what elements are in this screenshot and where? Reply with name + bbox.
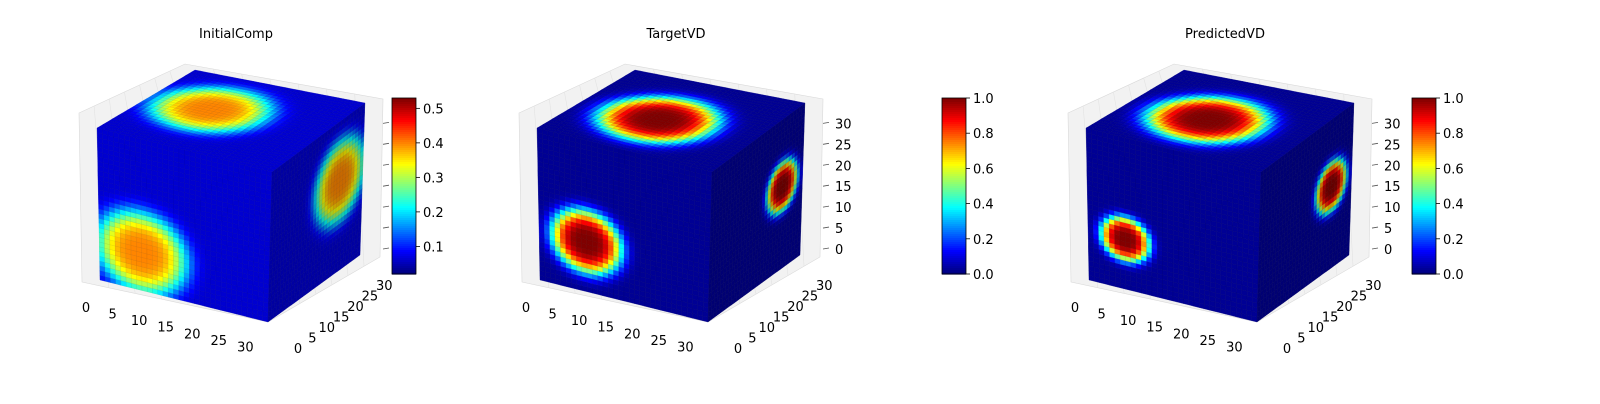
x-tick-label: 5 — [548, 308, 556, 323]
colorbar-tick-label: 0.4 — [1443, 198, 1464, 213]
panel-title: InitialComp — [199, 27, 273, 42]
colorbar-tick-label: 0.6 — [973, 162, 994, 177]
x-tick-label: 10 — [131, 314, 148, 329]
colorbar: 0.1 0.2 0.3 0.4 0.5 — [392, 98, 444, 275]
x-tick-label: 15 — [597, 321, 614, 336]
x-tick-label: 25 — [211, 334, 228, 349]
colorbar-tick-label: 1.0 — [973, 92, 994, 107]
z-tick-label: 20 — [1384, 159, 1401, 174]
colorbar-tick-label: 0.8 — [1443, 127, 1464, 142]
colorbar-tick-label: 0.2 — [1443, 233, 1464, 248]
x-tick-label: 30 — [1226, 340, 1243, 355]
colorbar-tick-label: 0.6 — [1443, 162, 1464, 177]
colorbar-tick-label: 0.4 — [423, 137, 444, 152]
colorbar: 0.0 0.2 0.4 0.6 0.8 1.0 — [942, 92, 994, 283]
x-tick-label: 25 — [1200, 334, 1217, 349]
colorbar-tick-label: 1.0 — [1443, 92, 1464, 107]
z-tick-label: 30 — [835, 117, 852, 132]
colorbar-tick-label: 0.2 — [423, 206, 444, 221]
y-tick-label: 30 — [816, 279, 833, 294]
z-tick-label: 5 — [835, 222, 843, 237]
x-tick-label: 0 — [522, 301, 530, 316]
x-tick-label: 25 — [651, 334, 668, 349]
colorbar-tick-label: 0.2 — [973, 233, 994, 248]
z-tick-label: 25 — [835, 138, 852, 153]
colorbar-tick-label: 0.3 — [423, 171, 444, 186]
colorbar-tick-label: 0.1 — [423, 240, 444, 255]
colorbar: 0.0 0.2 0.4 0.6 0.8 1.0 — [1412, 92, 1464, 283]
z-tick-label: 25 — [1384, 138, 1401, 153]
z-tick-label: 0 — [1384, 243, 1392, 258]
x-tick-label: 15 — [1146, 321, 1163, 336]
z-tick-label: 0 — [835, 243, 843, 258]
panel-title: TargetVD — [645, 27, 705, 42]
x-tick-label: 15 — [157, 321, 174, 336]
x-tick-label: 10 — [1120, 314, 1137, 329]
z-tick-label: 5 — [1384, 222, 1392, 237]
x-tick-label: 30 — [237, 340, 254, 355]
x-tick-label: 10 — [571, 314, 588, 329]
x-tick-label: 5 — [108, 308, 116, 323]
x-tick-label: 30 — [677, 340, 694, 355]
colorbar-tick-label: 0.4 — [973, 198, 994, 213]
x-tick-label: 5 — [1097, 308, 1105, 323]
y-tick-label: 0 — [294, 342, 302, 357]
z-tick-label: 10 — [1384, 201, 1401, 216]
colorbar-tick-label: 0.8 — [973, 127, 994, 142]
y-tick-label: 30 — [376, 279, 393, 294]
z-tick-label: 30 — [1384, 117, 1401, 132]
z-tick-label: 20 — [835, 159, 852, 174]
z-tick-label: 10 — [835, 201, 852, 216]
x-tick-label: 0 — [1071, 301, 1079, 316]
x-tick-label: 20 — [184, 327, 201, 342]
y-tick-label: 5 — [1297, 332, 1305, 347]
colorbar-tick-label: 0.0 — [1443, 268, 1464, 283]
x-tick-label: 20 — [624, 327, 641, 342]
colorbar-tick-label: 0.0 — [973, 268, 994, 283]
y-tick-label: 5 — [308, 332, 316, 347]
y-tick-label: 0 — [1283, 342, 1291, 357]
y-tick-label: 30 — [1365, 279, 1382, 294]
panel-title: PredictedVD — [1185, 27, 1265, 42]
y-tick-label: 0 — [734, 342, 742, 357]
z-tick-label: 15 — [1384, 180, 1401, 195]
x-tick-label: 0 — [82, 301, 90, 316]
z-tick-label: 15 — [835, 180, 852, 195]
x-tick-label: 20 — [1173, 327, 1190, 342]
colorbar-tick-label: 0.5 — [423, 102, 444, 117]
y-tick-label: 5 — [748, 332, 756, 347]
